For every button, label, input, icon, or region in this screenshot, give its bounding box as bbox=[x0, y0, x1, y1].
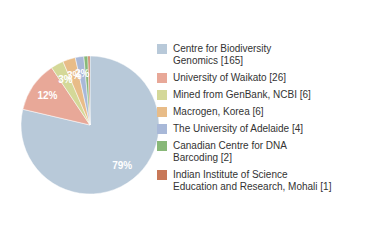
html-text:Indian Institute of Science: Indian Institute of Science bbox=[173, 168, 288, 180]
svg-text:2%: 2% bbox=[75, 68, 90, 79]
html-text:Mined from GenBank, NCBI [6]: Mined from GenBank, NCBI [6] bbox=[173, 88, 311, 100]
html-text:Canadian Centre for DNA: Canadian Centre for DNA bbox=[173, 139, 287, 151]
html-text:University of Waikato [26]: University of Waikato [26] bbox=[173, 71, 286, 83]
html-text:Centre for Biodiversity: Centre for Biodiversity bbox=[173, 42, 272, 54]
html-text:Education and Research, Mohali: Education and Research, Mohali [1] bbox=[173, 180, 332, 192]
html-text:The University of Adelaide [4]: The University of Adelaide [4] bbox=[173, 122, 304, 134]
html-text:Macrogen, Korea [6]: Macrogen, Korea [6] bbox=[173, 105, 264, 117]
html-text:Barcoding [2]: Barcoding [2] bbox=[173, 151, 232, 163]
svg-text:12%: 12% bbox=[37, 90, 57, 101]
svg-text:79%: 79% bbox=[112, 160, 132, 171]
svg-text:3%: 3% bbox=[58, 74, 73, 85]
html-text:Genomics [165]: Genomics [165] bbox=[173, 54, 243, 66]
